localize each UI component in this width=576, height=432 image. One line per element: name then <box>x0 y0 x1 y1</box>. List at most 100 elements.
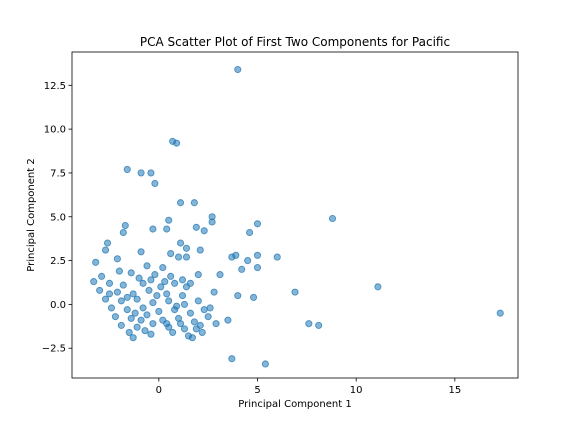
data-point <box>161 278 169 286</box>
data-point <box>151 271 159 279</box>
data-point <box>192 223 200 231</box>
data-point <box>182 244 191 252</box>
data-point <box>113 255 121 263</box>
data-point <box>129 290 137 298</box>
data-point <box>143 262 151 270</box>
data-point <box>165 216 173 224</box>
data-point <box>180 325 189 333</box>
data-point <box>194 271 202 279</box>
data-point <box>159 264 167 272</box>
data-point <box>196 246 204 254</box>
data-point <box>374 283 382 291</box>
data-point <box>111 313 119 321</box>
data-point <box>107 304 116 312</box>
data-point <box>121 221 129 230</box>
data-point <box>105 279 114 287</box>
y-tick-label: −2.5 <box>42 344 66 355</box>
data-point <box>153 292 161 300</box>
data-point <box>206 304 214 312</box>
data-point <box>145 286 153 294</box>
data-point <box>92 258 100 266</box>
data-point <box>137 316 145 324</box>
data-point <box>180 300 189 308</box>
data-point <box>139 304 147 312</box>
x-axis-label: Principal Component 1 <box>238 399 351 410</box>
data-point <box>147 330 155 338</box>
data-point <box>173 139 181 147</box>
data-point <box>200 306 208 314</box>
x-tick-label: 0 <box>156 385 162 396</box>
data-point <box>291 288 299 296</box>
y-tick-label: 12.5 <box>44 81 66 92</box>
data-point <box>141 327 149 335</box>
data-point <box>169 328 177 336</box>
data-point <box>253 251 262 259</box>
data-point <box>165 297 173 305</box>
data-point <box>175 253 183 261</box>
data-point <box>117 297 125 305</box>
data-point <box>147 276 155 284</box>
data-point <box>123 165 131 173</box>
y-tick-label: 7.5 <box>50 168 66 179</box>
data-point <box>228 355 236 363</box>
data-point <box>113 288 121 296</box>
data-point <box>253 220 262 228</box>
data-point <box>163 320 171 328</box>
data-point <box>135 274 143 282</box>
data-point <box>178 292 187 300</box>
data-point <box>143 311 151 319</box>
data-point <box>119 228 127 237</box>
data-point <box>96 286 104 294</box>
data-point <box>101 295 110 303</box>
y-tick-label: 0.0 <box>50 300 66 311</box>
data-point <box>305 320 313 328</box>
data-point <box>149 299 157 307</box>
data-point <box>182 253 191 261</box>
data-point <box>176 320 185 328</box>
data-point <box>123 293 131 301</box>
data-point <box>133 295 141 303</box>
data-point <box>216 271 224 279</box>
data-point <box>139 279 147 287</box>
data-point <box>176 239 185 247</box>
data-point <box>178 276 187 284</box>
data-point <box>234 65 242 74</box>
data-point <box>115 267 123 275</box>
data-point <box>105 290 114 298</box>
data-point <box>147 169 155 177</box>
data-point <box>186 279 194 287</box>
data-point <box>186 309 194 317</box>
x-axis: 0 5 10 15 <box>156 378 461 396</box>
data-point <box>119 281 127 289</box>
data-point <box>496 309 504 317</box>
data-point <box>149 225 157 233</box>
data-point <box>151 179 159 188</box>
data-point <box>212 320 220 328</box>
y-tick-label: 10.0 <box>44 125 66 136</box>
chart-title: PCA Scatter Plot of First Two Components… <box>140 35 450 49</box>
data-point <box>261 360 269 368</box>
data-point <box>90 278 98 286</box>
data-point <box>194 297 202 305</box>
data-point <box>127 314 135 322</box>
plot-frame <box>71 51 519 379</box>
scatter-points <box>90 65 504 368</box>
data-point <box>101 246 110 254</box>
x-tick-label: 5 <box>254 385 260 396</box>
data-point <box>232 251 240 259</box>
data-point <box>204 313 212 321</box>
data-point <box>198 328 206 336</box>
data-point <box>103 239 112 247</box>
data-point <box>167 272 175 280</box>
data-point <box>234 292 242 300</box>
data-point <box>244 257 252 265</box>
data-point <box>208 218 216 226</box>
data-point <box>224 316 232 324</box>
data-point <box>173 302 181 310</box>
data-point <box>238 265 246 273</box>
data-point <box>137 169 145 177</box>
data-point <box>315 321 323 329</box>
data-point <box>123 306 131 314</box>
data-point <box>190 318 198 326</box>
